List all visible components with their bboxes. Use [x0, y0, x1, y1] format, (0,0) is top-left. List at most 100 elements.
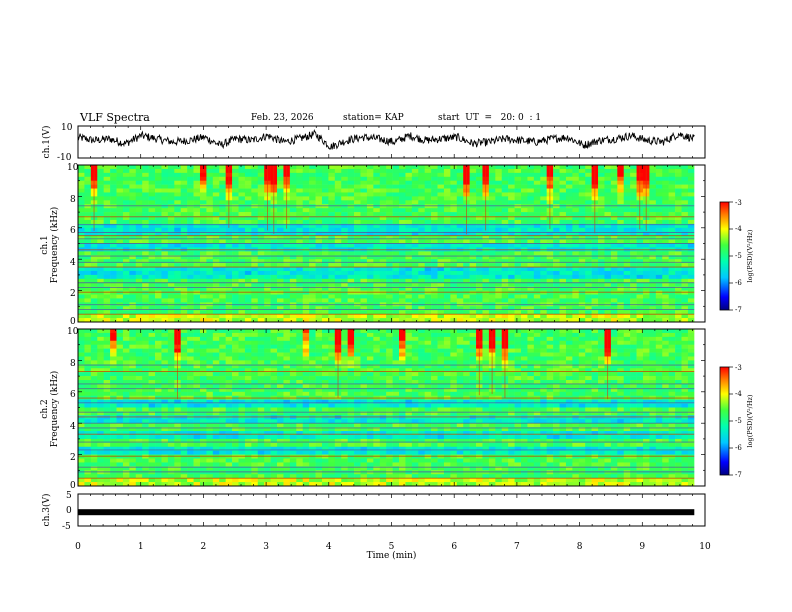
spectrogram-cell — [103, 200, 111, 205]
spectrogram-cell — [431, 278, 438, 284]
spectrogram-cell — [97, 360, 104, 365]
spectrogram-cell — [180, 352, 188, 357]
spectrogram-cell — [161, 188, 169, 193]
spectrogram-cell — [148, 204, 156, 209]
spectrogram-cell — [482, 235, 490, 240]
spectrogram-cell — [315, 243, 323, 248]
spectrogram-cell — [604, 231, 612, 236]
spectrogram-cell — [97, 184, 104, 189]
spectrogram-cell — [251, 165, 259, 170]
spectrogram-cell — [277, 263, 284, 268]
spectrogram-cell — [110, 298, 117, 303]
spectrogram-cell — [649, 352, 657, 357]
spectrogram-cell — [347, 352, 355, 357]
spectrogram-cell — [553, 180, 560, 185]
ch1-freq-tick-8: 8 — [70, 195, 76, 205]
spectrogram-cell — [424, 286, 432, 291]
spectrogram-cell — [495, 298, 503, 303]
spectrogram-cell — [604, 286, 612, 291]
spectrogram-cell — [687, 329, 695, 334]
spectrogram-cell — [277, 278, 284, 284]
spectrogram-cell — [463, 306, 470, 311]
spectrogram-cell — [642, 263, 650, 268]
spectrogram-cell — [572, 243, 580, 248]
spectrogram-cell — [386, 360, 393, 365]
spectrogram-cell — [289, 294, 297, 299]
spectrogram-cell — [630, 255, 637, 260]
spectrogram-cell — [642, 298, 650, 303]
spectrogram-cell — [283, 329, 291, 334]
spectrogram-cell — [103, 360, 111, 365]
spectrogram-cell — [212, 231, 220, 236]
spectrogram-cell — [334, 286, 342, 291]
spectrogram-cell — [110, 204, 117, 209]
spectrogram-cell — [103, 172, 111, 178]
spectrogram-cell — [565, 204, 573, 209]
spectrogram-cell — [238, 251, 246, 256]
spectrogram-cell — [495, 263, 503, 268]
spectrogram-cell — [251, 267, 259, 272]
spectrogram-cell — [585, 212, 592, 217]
spectrogram-cell — [129, 235, 137, 240]
spectrogram-cell — [540, 227, 547, 233]
spectrogram-cell — [78, 255, 85, 260]
spectrogram-cell — [309, 165, 316, 170]
spectrogram-cell — [521, 329, 528, 334]
spectrogram-cell — [495, 231, 503, 236]
spectrogram-cell — [399, 216, 406, 221]
spectrogram-cell — [257, 360, 265, 365]
spectrogram-cell — [553, 294, 560, 299]
spectrogram-cell — [328, 282, 336, 287]
spectrogram-cell — [347, 243, 355, 248]
spectrogram-cell — [289, 360, 297, 365]
spectrogram-cell — [553, 227, 560, 233]
spectrogram-cell — [315, 290, 323, 295]
spectrogram-cell — [142, 172, 149, 178]
spectrogram-cell — [585, 239, 592, 244]
spectrogram-cell — [122, 196, 130, 201]
spectrogram-cell — [238, 204, 246, 209]
spectrogram-cell — [495, 274, 503, 280]
spectrogram-cell — [501, 239, 509, 244]
spectrogram-cell — [122, 239, 130, 244]
spectrogram-cell — [668, 235, 676, 240]
spectrogram-cell — [546, 259, 554, 264]
spectrogram-cell — [122, 340, 130, 345]
spectrogram-cell — [411, 282, 419, 287]
spectrogram-cell — [508, 184, 515, 189]
spectrogram-cell — [630, 274, 637, 280]
spectrogram-cell — [283, 356, 291, 361]
spectrogram-cell — [84, 360, 92, 365]
spectrogram-cell — [411, 184, 419, 189]
spectrogram-cell — [122, 282, 130, 287]
spectrogram-cell — [469, 267, 477, 272]
spectrogram-cell — [302, 176, 310, 181]
spectrogram-cell — [598, 255, 605, 260]
spectrogram-cell — [405, 231, 413, 236]
spectrogram-cell — [238, 318, 246, 323]
spectrogram-cell — [495, 212, 503, 217]
spectrogram-cell — [148, 192, 156, 197]
spectrogram-cell — [225, 251, 233, 256]
spectrogram-cell — [238, 200, 246, 205]
spectrogram-cell — [84, 176, 92, 181]
spectrogram-cell — [341, 168, 348, 174]
spectrogram-cell — [598, 348, 605, 353]
spectrogram-cell — [366, 286, 374, 291]
spectrogram-cell — [418, 306, 425, 311]
spectrogram-cell — [129, 180, 137, 185]
spectrogram-cell — [341, 267, 348, 272]
spectrogram-cell — [668, 348, 676, 353]
spectrogram-cell — [129, 290, 137, 295]
spectrogram-cell — [142, 165, 149, 170]
spectrogram-cell — [437, 227, 445, 233]
spectrogram-cell — [232, 310, 239, 315]
spectrogram-cell — [122, 263, 130, 268]
spectrogram-cell — [321, 255, 329, 260]
spectrogram-cell — [97, 356, 104, 361]
spectrogram-cell — [527, 255, 535, 260]
spectrogram-cell — [662, 274, 669, 280]
spectrogram-cell — [533, 231, 541, 236]
spectrogram-cell — [366, 255, 374, 260]
spectrogram-cell — [687, 259, 695, 264]
